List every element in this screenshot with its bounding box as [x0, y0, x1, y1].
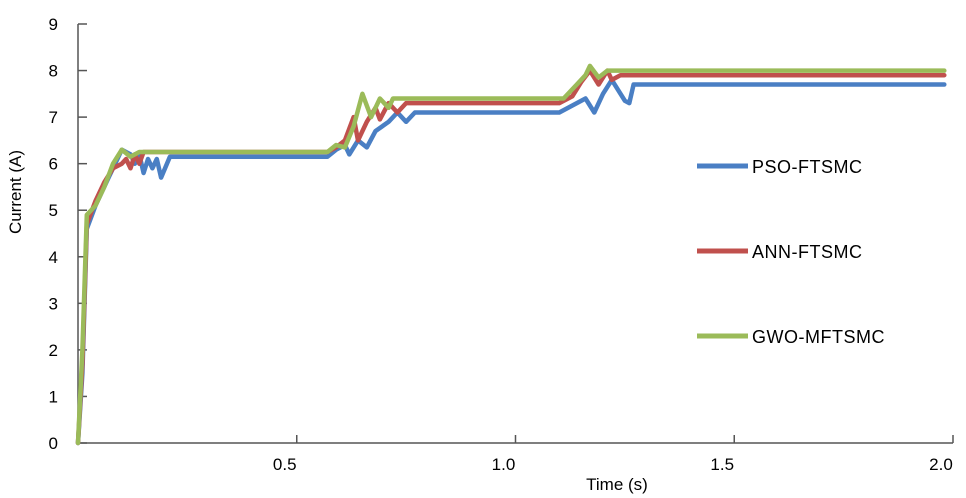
- y-tick-label: 7: [49, 108, 58, 127]
- x-tick-label: 0.5: [273, 455, 297, 474]
- x-tick-label: 2.0: [929, 455, 953, 474]
- x-tick-label: 1.0: [492, 455, 516, 474]
- y-axis-title: Current (A): [6, 150, 25, 234]
- y-tick-label: 8: [49, 62, 58, 81]
- series-lines: [75, 63, 947, 446]
- legend-label-pso-ftsmc: PSO-FTSMC: [752, 157, 863, 177]
- y-tick-label: 3: [49, 294, 58, 313]
- x-axis-title: Time (s): [586, 475, 648, 494]
- legend: PSO-FTSMC ANN-FTSMC GWO-MFTSMC: [697, 157, 885, 347]
- y-tick-label: 5: [49, 201, 58, 220]
- y-tick-label: 6: [49, 155, 58, 174]
- legend-label-gwo-mftsmc: GWO-MFTSMC: [752, 327, 885, 347]
- y-tick-label: 4: [49, 248, 58, 267]
- y-tick-label: 0: [49, 434, 58, 453]
- y-tick-label: 1: [49, 387, 58, 406]
- y-axis: 0 1 2 3 4 5 6 7 8 9: [49, 15, 87, 453]
- series-line-gwo-mftsmc: [75, 63, 947, 446]
- legend-label-ann-ftsmc: ANN-FTSMC: [752, 242, 863, 262]
- x-axis: 0.5 1.0 1.5 2.0: [78, 435, 954, 474]
- y-tick-label: 9: [49, 15, 58, 34]
- y-tick-label: 2: [49, 341, 58, 360]
- x-tick-label: 1.5: [710, 455, 734, 474]
